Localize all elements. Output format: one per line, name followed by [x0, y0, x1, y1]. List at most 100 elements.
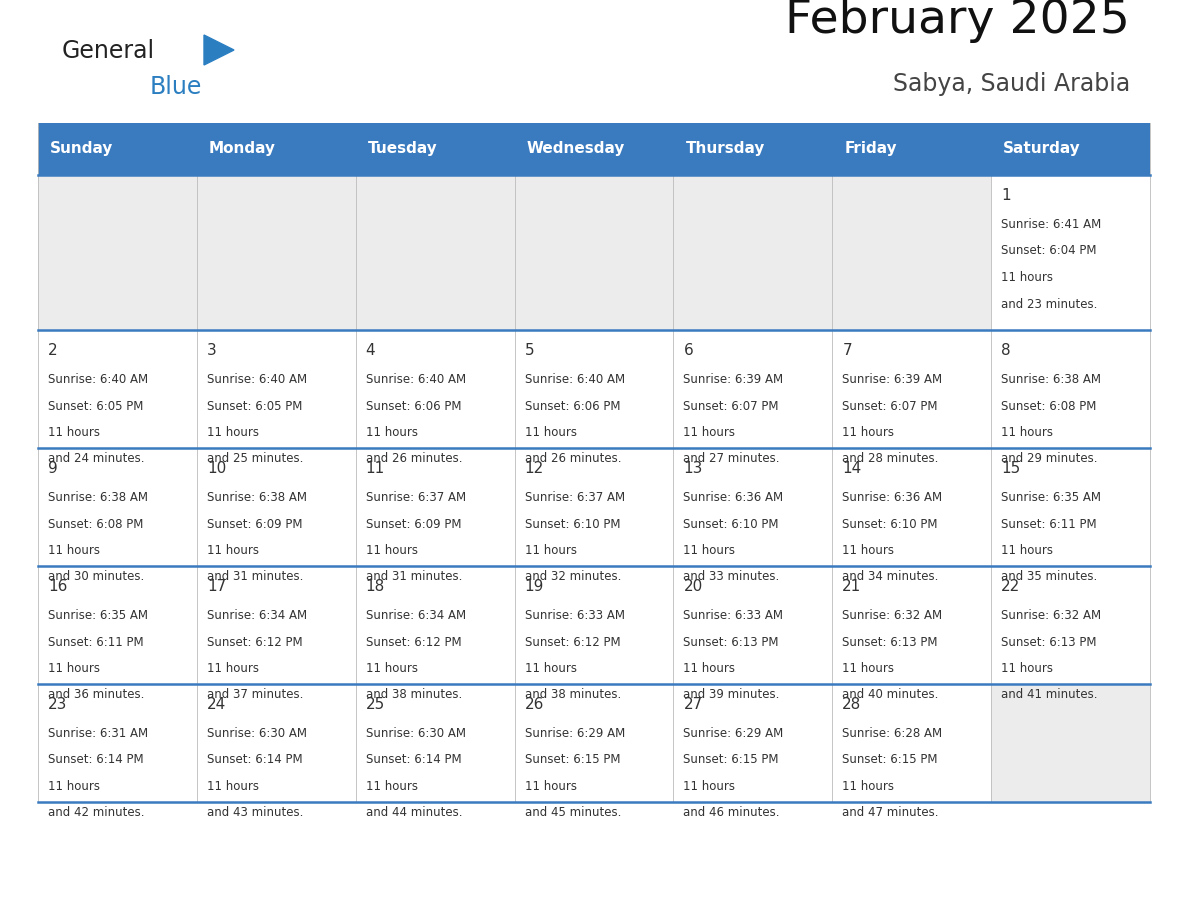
Text: Sunrise: 6:30 AM: Sunrise: 6:30 AM: [366, 727, 466, 740]
Text: Sunset: 6:05 PM: Sunset: 6:05 PM: [207, 399, 302, 412]
Text: and 38 minutes.: and 38 minutes.: [525, 688, 621, 701]
Text: Sunset: 6:07 PM: Sunset: 6:07 PM: [683, 399, 779, 412]
Text: and 24 minutes.: and 24 minutes.: [48, 453, 145, 465]
Bar: [514, 330, 674, 448]
Text: Sunrise: 6:30 AM: Sunrise: 6:30 AM: [207, 727, 307, 740]
Text: 11 hours: 11 hours: [207, 662, 259, 675]
Bar: [674, 330, 833, 448]
Text: Sabya, Saudi Arabia: Sabya, Saudi Arabia: [892, 72, 1130, 96]
Text: 13: 13: [683, 461, 703, 476]
Text: Sunrise: 6:40 AM: Sunrise: 6:40 AM: [366, 373, 466, 386]
Text: 2: 2: [48, 343, 58, 358]
Text: 11 hours: 11 hours: [48, 662, 100, 675]
Text: 12: 12: [525, 461, 544, 476]
Bar: [991, 175, 1150, 330]
Text: Thursday: Thursday: [685, 141, 765, 156]
Bar: [991, 123, 1150, 175]
Text: Sunset: 6:14 PM: Sunset: 6:14 PM: [48, 754, 144, 767]
Bar: [674, 566, 833, 684]
Text: and 31 minutes.: and 31 minutes.: [207, 570, 303, 584]
Text: Sunrise: 6:29 AM: Sunrise: 6:29 AM: [525, 727, 625, 740]
Text: Sunrise: 6:33 AM: Sunrise: 6:33 AM: [683, 609, 783, 622]
Text: and 39 minutes.: and 39 minutes.: [683, 688, 779, 701]
Text: 3: 3: [207, 343, 216, 358]
Text: 11 hours: 11 hours: [366, 544, 418, 557]
Text: Sunrise: 6:38 AM: Sunrise: 6:38 AM: [1001, 373, 1101, 386]
Text: Sunrise: 6:38 AM: Sunrise: 6:38 AM: [207, 491, 307, 504]
Text: Sunrise: 6:40 AM: Sunrise: 6:40 AM: [48, 373, 148, 386]
Text: 11 hours: 11 hours: [683, 780, 735, 793]
Text: 11 hours: 11 hours: [366, 662, 418, 675]
Text: 1: 1: [1001, 188, 1011, 203]
Text: 9: 9: [48, 461, 58, 476]
Bar: [514, 566, 674, 684]
Text: Sunrise: 6:40 AM: Sunrise: 6:40 AM: [525, 373, 625, 386]
Text: Sunset: 6:10 PM: Sunset: 6:10 PM: [525, 518, 620, 531]
Text: Sunrise: 6:37 AM: Sunrise: 6:37 AM: [366, 491, 466, 504]
Bar: [991, 566, 1150, 684]
Text: Sunset: 6:06 PM: Sunset: 6:06 PM: [525, 399, 620, 412]
Text: 15: 15: [1001, 461, 1020, 476]
Text: 11 hours: 11 hours: [683, 662, 735, 675]
Text: 11 hours: 11 hours: [842, 426, 895, 439]
Text: Monday: Monday: [209, 141, 276, 156]
Bar: [38, 448, 197, 566]
Bar: [833, 330, 991, 448]
Text: 11 hours: 11 hours: [683, 426, 735, 439]
Bar: [38, 330, 197, 448]
Text: 23: 23: [48, 697, 68, 712]
Text: Sunday: Sunday: [50, 141, 113, 156]
Text: 11 hours: 11 hours: [1001, 271, 1053, 284]
Text: 11 hours: 11 hours: [525, 780, 576, 793]
Text: Sunrise: 6:41 AM: Sunrise: 6:41 AM: [1001, 218, 1101, 231]
Text: Sunrise: 6:36 AM: Sunrise: 6:36 AM: [842, 491, 942, 504]
Text: 11 hours: 11 hours: [842, 662, 895, 675]
Text: 11 hours: 11 hours: [207, 426, 259, 439]
Text: Sunrise: 6:31 AM: Sunrise: 6:31 AM: [48, 727, 148, 740]
Text: 26: 26: [525, 697, 544, 712]
Text: Sunrise: 6:33 AM: Sunrise: 6:33 AM: [525, 609, 625, 622]
Text: 6: 6: [683, 343, 693, 358]
Bar: [355, 566, 514, 684]
Text: and 47 minutes.: and 47 minutes.: [842, 807, 939, 820]
Text: 11 hours: 11 hours: [207, 544, 259, 557]
Text: Sunrise: 6:34 AM: Sunrise: 6:34 AM: [366, 609, 466, 622]
Text: and 41 minutes.: and 41 minutes.: [1001, 688, 1098, 701]
Text: Sunset: 6:09 PM: Sunset: 6:09 PM: [366, 518, 461, 531]
Text: and 46 minutes.: and 46 minutes.: [683, 807, 781, 820]
Text: 18: 18: [366, 579, 385, 594]
Bar: [197, 684, 355, 802]
Text: 11 hours: 11 hours: [1001, 662, 1053, 675]
Text: Sunrise: 6:34 AM: Sunrise: 6:34 AM: [207, 609, 307, 622]
Text: 8: 8: [1001, 343, 1011, 358]
Bar: [674, 684, 833, 802]
Text: and 26 minutes.: and 26 minutes.: [525, 453, 621, 465]
Text: Sunset: 6:07 PM: Sunset: 6:07 PM: [842, 399, 937, 412]
Bar: [514, 175, 674, 330]
Text: Sunset: 6:04 PM: Sunset: 6:04 PM: [1001, 244, 1097, 258]
Text: Sunset: 6:10 PM: Sunset: 6:10 PM: [683, 518, 779, 531]
Text: and 30 minutes.: and 30 minutes.: [48, 570, 144, 584]
Bar: [991, 448, 1150, 566]
Text: and 45 minutes.: and 45 minutes.: [525, 807, 621, 820]
Text: Sunrise: 6:39 AM: Sunrise: 6:39 AM: [683, 373, 784, 386]
Text: 25: 25: [366, 697, 385, 712]
Bar: [991, 330, 1150, 448]
Text: and 25 minutes.: and 25 minutes.: [207, 453, 303, 465]
Bar: [355, 330, 514, 448]
Bar: [355, 684, 514, 802]
Text: 11 hours: 11 hours: [48, 426, 100, 439]
Text: 7: 7: [842, 343, 852, 358]
Bar: [38, 566, 197, 684]
Text: Friday: Friday: [845, 141, 897, 156]
Text: 4: 4: [366, 343, 375, 358]
Text: and 23 minutes.: and 23 minutes.: [1001, 297, 1098, 310]
Text: and 26 minutes.: and 26 minutes.: [366, 453, 462, 465]
Text: 11 hours: 11 hours: [366, 780, 418, 793]
Bar: [197, 175, 355, 330]
Text: and 42 minutes.: and 42 minutes.: [48, 807, 145, 820]
Bar: [355, 175, 514, 330]
Text: Tuesday: Tuesday: [368, 141, 437, 156]
Text: 21: 21: [842, 579, 861, 594]
Bar: [674, 448, 833, 566]
